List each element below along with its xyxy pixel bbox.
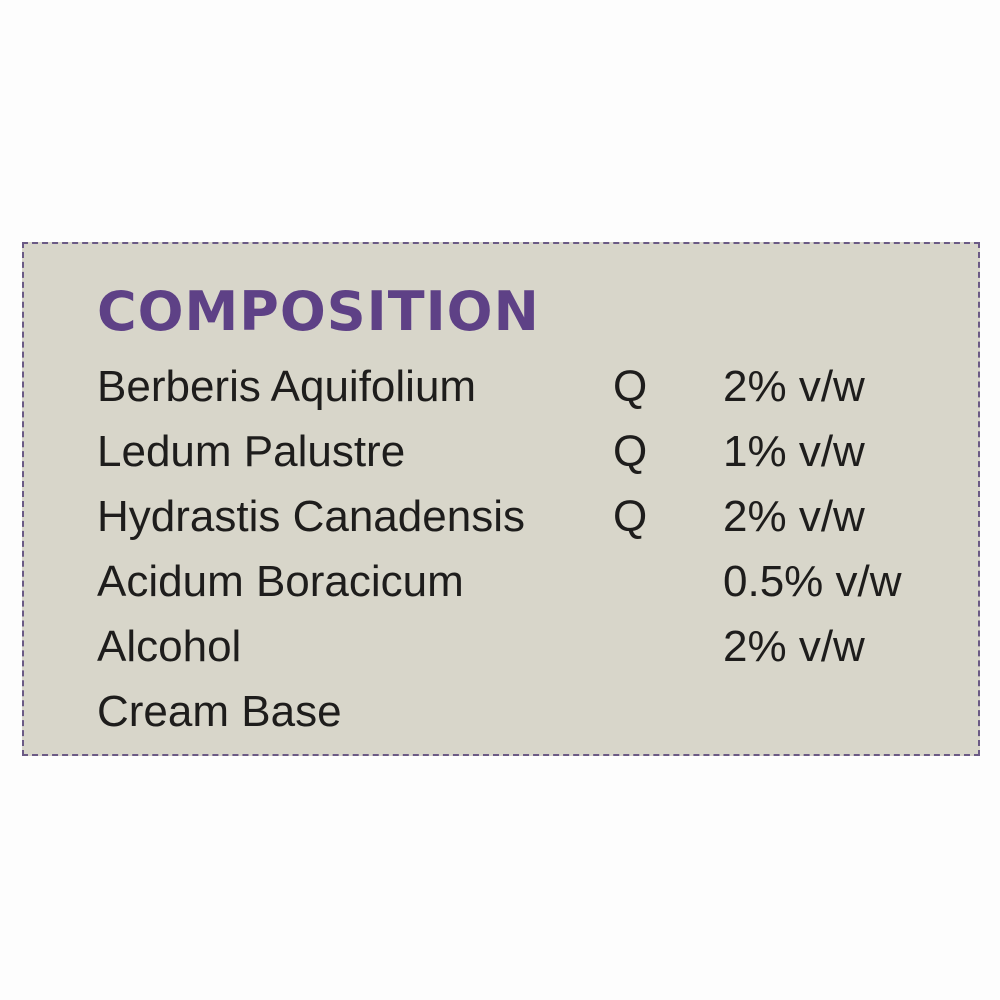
ingredient-potency: Q <box>613 427 648 476</box>
ingredient-potency: Q <box>613 362 648 411</box>
ingredient-row: Cream Base <box>97 687 977 747</box>
composition-title: COMPOSITION <box>97 280 540 343</box>
ingredient-name: Alcohol <box>97 622 242 671</box>
ingredient-name: Hydrastis Canadensis <box>97 492 525 541</box>
ingredient-amount: 0.5% v/w <box>723 557 902 606</box>
ingredient-name: Berberis Aquifolium <box>97 362 477 411</box>
ingredient-row: Acidum Boracicum 0.5% v/w <box>97 557 977 617</box>
composition-label: COMPOSITION Berberis Aquifolium Q 2% v/w… <box>22 242 980 756</box>
ingredient-amount: 2% v/w <box>723 622 865 671</box>
ingredient-row: Berberis Aquifolium Q 2% v/w <box>97 362 977 422</box>
ingredient-potency: Q <box>613 492 648 541</box>
ingredient-name: Acidum Boracicum <box>97 557 464 606</box>
ingredient-amount: 2% v/w <box>723 492 865 541</box>
ingredient-row: Hydrastis Canadensis Q 2% v/w <box>97 492 977 552</box>
ingredient-row: Ledum Palustre Q 1% v/w <box>97 427 977 487</box>
ingredient-name: Ledum Palustre <box>97 427 406 476</box>
ingredient-name: Cream Base <box>97 687 342 736</box>
ingredient-row: Alcohol 2% v/w <box>97 622 977 682</box>
ingredient-amount: 1% v/w <box>723 427 865 476</box>
ingredient-amount: 2% v/w <box>723 362 865 411</box>
